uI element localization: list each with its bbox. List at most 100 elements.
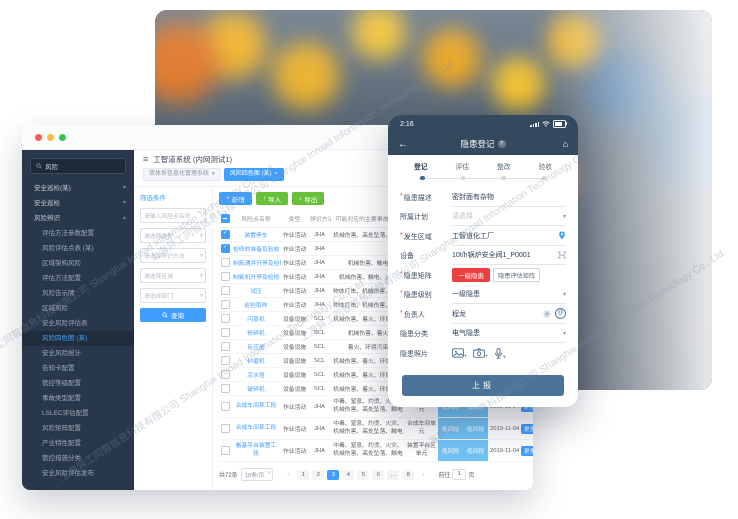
location-pin-icon[interactable] [558,231,566,240]
risk-point-link[interactable]: 装置停车 [231,227,281,242]
risk-point-link[interactable]: 试压 [231,283,281,298]
goto-page-input[interactable]: 1 [452,469,467,480]
sidebar-item[interactable]: 安全风险评估表 [22,316,134,331]
query-button[interactable]: 查询 [140,308,206,322]
sidebar-item[interactable]: 事故类型配置 [22,391,134,406]
page-button[interactable]: 6 [372,469,385,480]
row-checkbox[interactable] [221,328,230,337]
sidebar-item[interactable]: 风险矩阵配置 [22,421,134,436]
row-checkbox[interactable] [221,286,230,295]
filter-field[interactable]: 请选择区域 [140,268,206,283]
risk-point-link[interactable]: 破碎机 [231,381,281,396]
page-tab[interactable]: 风险四色图 (某) × [223,168,284,181]
sidebar-item[interactable]: 风险告示牌 [22,286,134,301]
page-button[interactable]: › [422,471,425,478]
row-checkbox[interactable] [221,342,230,351]
close-window-icon[interactable] [35,133,42,141]
sidebar-item[interactable]: LSLEC评估配置 [22,406,134,421]
back-icon[interactable]: ← [398,138,408,150]
row-more-button[interactable]: 更多 [521,423,533,434]
gear-icon[interactable] [543,310,551,318]
image-add-icon[interactable] [452,348,467,360]
risk-point-link[interactable]: 巡检取样 [231,297,281,312]
sidebar-item[interactable]: 管控措施分类 [22,451,134,466]
maximize-window-icon[interactable] [59,133,66,141]
row-checkbox[interactable] [221,356,230,365]
step-tab[interactable]: 评估 [455,164,470,171]
page-size-select[interactable]: 10条/页 [240,468,274,481]
step-tab[interactable]: 登记 [413,164,428,171]
audio-add-icon[interactable] [494,347,506,361]
camera-add-icon[interactable] [473,348,488,360]
export-button[interactable]: ↓ 导出 [292,192,325,205]
risk-point-link[interactable]: 粉碎机 [231,325,281,340]
page-button[interactable]: 2 [312,469,325,480]
page-tab[interactable]: 双体系信息化管理系统 ▾ [143,168,221,181]
row-checkbox[interactable] [221,370,230,379]
page-button[interactable]: 4 [342,469,355,480]
page-button[interactable]: 5 [357,469,370,480]
description-input[interactable]: 密封面有杂物 [452,189,566,207]
risk-point-link[interactable]: 检修的准备及验收 [231,241,281,256]
risk-point-link[interactable]: 制氧机开停及检修 [231,269,281,284]
matrix-level-button[interactable]: 一级隐患 [452,268,490,283]
risk-point-link[interactable]: 砂磨机 [231,353,281,368]
sidebar-item[interactable]: 区域风险 [22,301,134,316]
filter-field[interactable]: 请选择类型 [140,228,206,243]
row-checkbox[interactable] [221,384,230,393]
row-checkbox[interactable] [221,258,230,267]
submit-button[interactable]: 上报 [402,374,564,396]
level-select[interactable]: 一级隐患 ▾ [452,286,566,305]
risk-point-link[interactable]: 凉水塔 [231,367,281,382]
help-badge-icon[interactable]: ? [497,140,506,148]
row-checkbox[interactable] [221,272,230,281]
row-checkbox[interactable] [221,424,230,433]
sidebar-item[interactable]: 风险评估点表 (某) [22,241,134,256]
risk-point-link[interactable]: 合成车间某工段 [231,395,281,418]
sidebar-item[interactable]: 安全风险评估发布 [22,466,134,481]
tab-close-icon[interactable]: ▾ [212,171,215,177]
hamburger-menu-icon[interactable]: ≡ [143,154,149,164]
page-button[interactable]: 3 [327,469,340,480]
row-checkbox[interactable] [221,230,230,239]
category-select[interactable]: 电气隐患 ▾ [452,325,566,344]
sidebar-item[interactable]: 管控等级配置 [22,376,134,391]
sidebar-item[interactable]: 安全巡检 ▾ [22,196,134,211]
sidebar-item[interactable]: 安全风险统计 [22,346,134,361]
row-checkbox[interactable] [221,402,230,411]
sidebar-item[interactable]: 评估方法参数配置 [22,226,134,241]
risk-point-link[interactable]: 制氮通井开停及检修 [231,255,281,270]
row-checkbox[interactable] [221,446,230,455]
tab-close-icon[interactable]: × [274,171,278,177]
sidebar-search-input[interactable]: 风险 [30,158,126,174]
step-tab[interactable]: 验收 [538,164,553,171]
risk-point-link[interactable]: 合成车间某工段 [231,417,281,440]
row-checkbox[interactable] [221,314,230,323]
page-button[interactable]: … [387,469,400,480]
minimize-window-icon[interactable] [47,133,54,141]
owner-field[interactable]: 程龙 @ [452,306,566,324]
plan-select[interactable]: 请选择 ▾ [452,208,566,227]
step-tab[interactable]: 整改 [496,164,511,171]
row-checkbox[interactable] [221,300,230,309]
home-icon[interactable]: ⌂ [562,139,568,149]
sidebar-item[interactable]: 告知卡配置 [22,361,134,376]
page-button[interactable]: ‹ [287,471,290,478]
import-button[interactable]: ↑ 导入 [255,192,289,205]
risk-point-link[interactable]: 闪蒸机 [231,311,281,326]
filter-field[interactable]: 请选择辨识方法 [140,248,206,263]
sidebar-item[interactable]: 区域架构风险 [22,256,134,271]
filter-field[interactable]: 请输入风险点名称 [140,208,206,223]
select-all-checkbox[interactable] [221,214,230,223]
sidebar-item[interactable]: 评估方法配置 [22,271,134,286]
sidebar-item[interactable]: 产业特性配置 [22,436,134,451]
page-button[interactable]: 1 [297,469,310,480]
row-checkbox[interactable] [221,244,230,253]
risk-point-link[interactable]: 反应釜 [231,339,281,354]
page-button[interactable]: 8 [402,469,415,480]
device-scan-icon[interactable] [558,251,566,259]
risk-point-link[interactable]: 氨基平台装置工段 [231,439,281,462]
matrix-evaluate-button[interactable]: 隐患评估矩阵 [493,268,541,283]
add-button[interactable]: + 新增 [219,192,252,205]
contact-picker-icon[interactable]: @ [555,308,566,320]
